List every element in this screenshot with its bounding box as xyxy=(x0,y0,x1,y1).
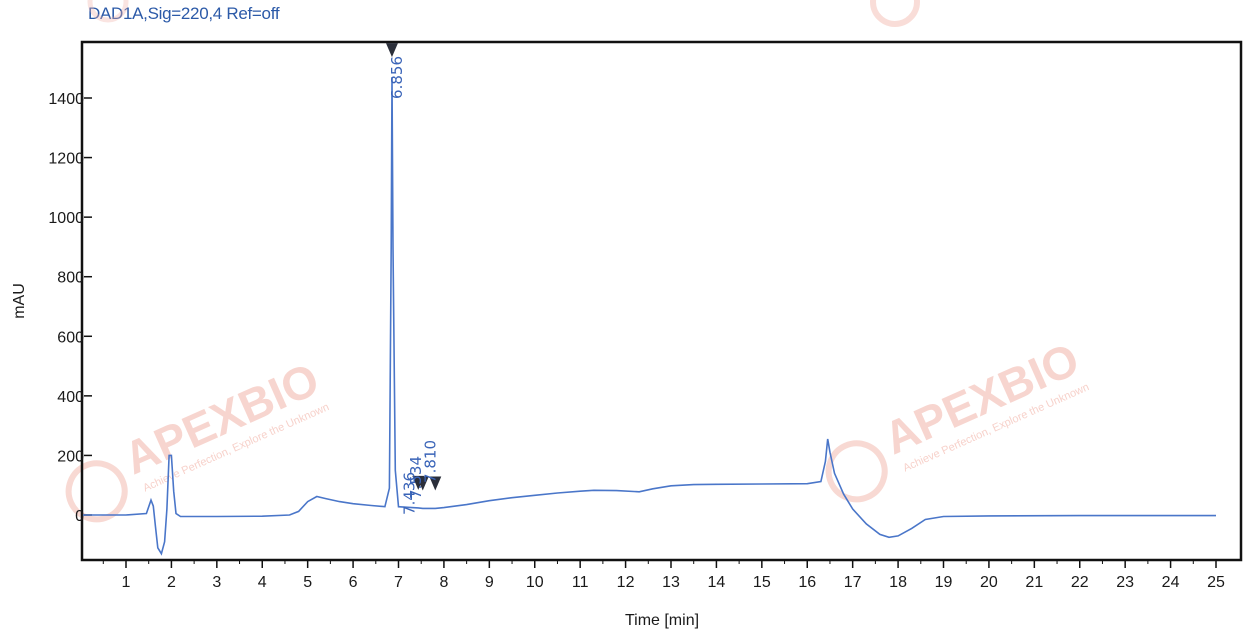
x-tick-label: 5 xyxy=(303,574,312,591)
y-tick-label: 600 xyxy=(57,329,84,346)
logo-icon-top xyxy=(870,0,920,27)
x-tick-label: 16 xyxy=(798,574,816,591)
x-tick-label: 13 xyxy=(662,574,680,591)
chart-title: DAD1A,Sig=220,4 Ref=off xyxy=(88,4,280,23)
x-tick-label: 10 xyxy=(526,574,544,591)
peak-label: 6.856 xyxy=(388,56,406,99)
y-tick-label: 0 xyxy=(75,508,84,525)
peak-label: 7.534 xyxy=(407,456,425,499)
x-tick-label: 6 xyxy=(349,574,358,591)
logo-icon xyxy=(825,440,888,503)
chromatogram-signal-line xyxy=(83,77,1216,556)
peak-7.810: 7.810 xyxy=(421,440,442,491)
y-tick-label: 1400 xyxy=(48,91,84,108)
x-tick-label: 22 xyxy=(1071,574,1089,591)
x-tick-label: 7 xyxy=(394,574,403,591)
x-tick-label: 25 xyxy=(1207,574,1225,591)
x-tick-label: 8 xyxy=(439,574,448,591)
x-axis: 1 2 3 4 5 6 7 8 9 10 11 12 13 14 15 16 17 18 19 20 21 22 23 24 2… xyxy=(102,559,1225,591)
logo-icon xyxy=(65,460,128,523)
x-tick-label: 20 xyxy=(980,574,998,591)
y-tick-label: 1200 xyxy=(48,151,84,168)
x-axis-title: Time [min] xyxy=(625,612,699,629)
peak-marker-icon xyxy=(429,476,442,491)
peak-marker-icon xyxy=(416,476,429,491)
y-tick-label: 400 xyxy=(57,389,84,406)
x-tick-label: 23 xyxy=(1116,574,1134,591)
x-tick-label: 4 xyxy=(258,574,267,591)
x-tick-label: 11 xyxy=(572,574,589,591)
plot-frame xyxy=(80,40,1243,562)
logo-icon-top-left xyxy=(87,0,129,23)
peak-label: 7.810 xyxy=(421,440,439,483)
y-axis: 0 200 400 600 800 1000 1200 1400 xyxy=(48,91,92,525)
x-tick-label: 24 xyxy=(1162,574,1180,591)
x-tick-label: 21 xyxy=(1025,574,1043,591)
x-tick-label: 1 xyxy=(122,574,131,591)
peak-6.856: 6.856 xyxy=(385,43,406,99)
y-axis-title: mAU xyxy=(11,283,28,319)
x-tick-label: 9 xyxy=(485,574,494,591)
y-tick-label: 200 xyxy=(57,448,84,465)
x-tick-label: 14 xyxy=(708,574,726,591)
peak-label: 7.436 xyxy=(400,472,418,515)
x-tick-label: 18 xyxy=(889,574,907,591)
peak-marker-icon xyxy=(385,43,398,58)
x-tick-label: 15 xyxy=(753,574,771,591)
x-tick-label: 17 xyxy=(844,574,862,591)
y-tick-label: 1000 xyxy=(48,210,84,227)
x-tick-label: 2 xyxy=(167,574,176,591)
y-tick-label: 800 xyxy=(57,270,84,287)
peak-7.534: 7.534 xyxy=(407,456,429,499)
x-tick-label: 12 xyxy=(617,574,635,591)
x-tick-label: 19 xyxy=(935,574,953,591)
x-tick-label: 3 xyxy=(212,574,221,591)
